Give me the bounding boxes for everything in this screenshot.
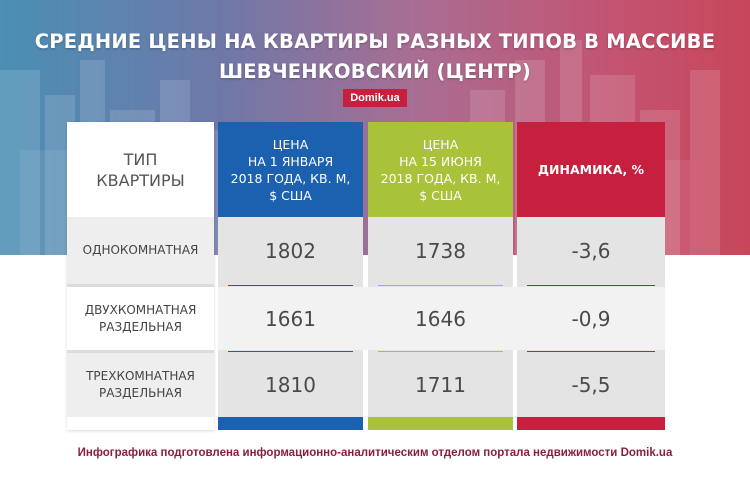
- row-label: ДВУХКОМНАТНАЯ РАЗДЕЛЬНАЯ: [67, 287, 214, 350]
- header-dynamics-line: ДИНАМИКА, %: [537, 162, 645, 177]
- row-label-line: РАЗДЕЛЬНАЯ: [99, 386, 182, 400]
- row-band-shaded: [67, 353, 214, 417]
- header-june-line: ЦЕНА: [422, 136, 459, 152]
- cell-january: 1802: [265, 238, 316, 263]
- cell-january: 1661: [265, 306, 316, 331]
- header-january-line: ЦЕНА: [272, 136, 309, 152]
- title-line-2: ШЕВЧЕНКОВСКИЙ (ЦЕНТР): [218, 60, 532, 83]
- accent-line: [378, 351, 503, 352]
- row-label: ТРЕХКОМНАТНАЯ РАЗДЕЛЬНАЯ: [67, 353, 214, 417]
- cell-dynamics: -3,6: [571, 238, 611, 263]
- header-january-line: $ США: [269, 187, 312, 203]
- header-dynamics: ДИНАМИКА, %: [517, 122, 665, 217]
- header-june-line: НА 15 ИЮНЯ: [399, 153, 482, 169]
- cell-january: 1810: [265, 373, 316, 397]
- accent-line: [527, 351, 655, 352]
- cell-june: 1711: [415, 373, 466, 397]
- header-type: ТИП КВАРТИРЫ: [67, 122, 214, 217]
- row-label: ОДНОКОМНАТНАЯ: [67, 217, 214, 284]
- accent-line: [228, 285, 353, 286]
- cell-dynamics: -0,9: [571, 306, 611, 331]
- header-june: ЦЕНА НА 15 ИЮНЯ 2018 ГОДА, КВ. М, $ США: [368, 122, 513, 217]
- header-january: ЦЕНА НА 1 ЯНВАРЯ 2018 ГОДА, КВ. М, $ США: [218, 122, 363, 217]
- row-label-line: РАЗДЕЛЬНАЯ: [99, 319, 182, 334]
- row-label-line: ДВУХКОМНАТНАЯ: [84, 302, 197, 317]
- accent-line: [378, 285, 503, 286]
- row-divider: [67, 350, 214, 353]
- header-january-line: 2018 ГОДА, КВ. М,: [230, 170, 351, 186]
- row-divider: [67, 284, 214, 287]
- header-type-line: КВАРТИРЫ: [96, 170, 185, 190]
- row-label-line: ТРЕХКОМНАТНАЯ: [86, 369, 195, 383]
- header-january-line: НА 1 ЯНВАРЯ: [247, 153, 334, 169]
- header-june-line: $ США: [419, 187, 462, 203]
- cell-june: 1738: [415, 238, 466, 263]
- brand-badge: Domik.ua: [343, 89, 407, 107]
- row-label-line: ОДНОКОМНАТНАЯ: [82, 243, 199, 257]
- accent-line: [527, 285, 655, 286]
- cell-dynamics: -5,5: [571, 373, 611, 397]
- accent-line: [228, 351, 353, 352]
- row-band-light: [218, 287, 665, 350]
- header-type-line: ТИП: [123, 149, 158, 169]
- cell-june: 1646: [415, 306, 466, 331]
- header-june-line: 2018 ГОДА, КВ. М,: [380, 170, 501, 186]
- footer-credit: Инфографика подготовлена информационно-а…: [77, 447, 673, 459]
- chart-title: СРЕДНИЕ ЦЕНЫ НА КВАРТИРЫ РАЗНЫХ ТИПОВ В …: [0, 27, 750, 87]
- row-band-shaded: [67, 217, 214, 284]
- title-line-1: СРЕДНИЕ ЦЕНЫ НА КВАРТИРЫ РАЗНЫХ ТИПОВ В …: [34, 30, 716, 53]
